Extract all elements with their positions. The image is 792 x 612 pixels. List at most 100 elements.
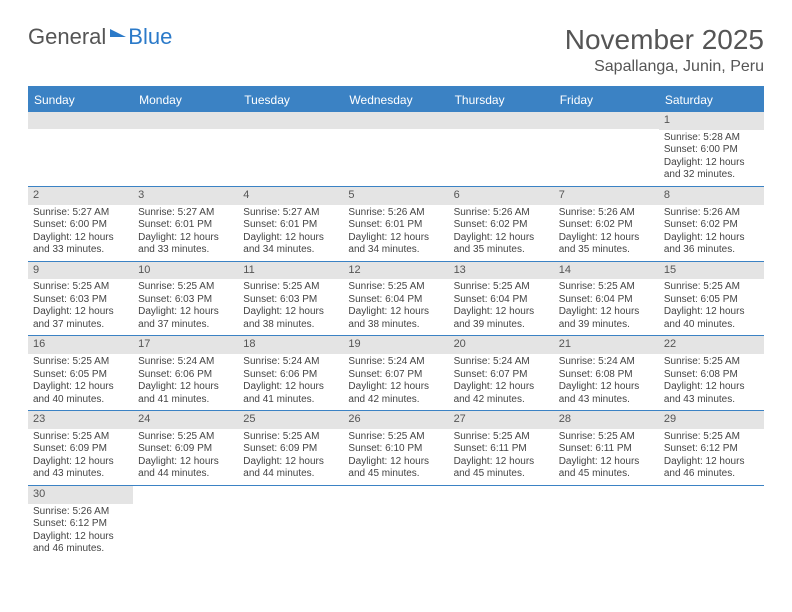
day-number: 1 xyxy=(659,112,764,130)
daylight-line: Daylight: 12 hours and 36 minutes. xyxy=(664,232,759,257)
day-body: Sunrise: 5:26 AMSunset: 6:01 PMDaylight:… xyxy=(343,205,448,261)
sunrise-line: Sunrise: 5:27 AM xyxy=(33,207,128,220)
daylight-line: Daylight: 12 hours and 39 minutes. xyxy=(559,306,654,331)
sunrise-line: Sunrise: 5:25 AM xyxy=(348,431,443,444)
calendar-cell xyxy=(238,486,343,560)
sunset-line: Sunset: 6:01 PM xyxy=(138,219,233,232)
sunrise-line: Sunrise: 5:26 AM xyxy=(348,207,443,220)
daynum-empty xyxy=(343,112,448,129)
day-number: 24 xyxy=(133,411,238,429)
day-body: Sunrise: 5:26 AMSunset: 6:02 PMDaylight:… xyxy=(554,205,659,261)
calendar-cell xyxy=(28,112,133,186)
daynum-empty xyxy=(28,112,133,129)
week-row: 16Sunrise: 5:25 AMSunset: 6:05 PMDayligh… xyxy=(28,336,764,411)
day-body: Sunrise: 5:25 AMSunset: 6:09 PMDaylight:… xyxy=(238,429,343,485)
calendar-cell: 14Sunrise: 5:25 AMSunset: 6:04 PMDayligh… xyxy=(554,262,659,336)
sunrise-line: Sunrise: 5:25 AM xyxy=(664,356,759,369)
day-number: 5 xyxy=(343,187,448,205)
sunrise-line: Sunrise: 5:25 AM xyxy=(138,431,233,444)
calendar-cell: 18Sunrise: 5:24 AMSunset: 6:06 PMDayligh… xyxy=(238,336,343,410)
daylight-line: Daylight: 12 hours and 42 minutes. xyxy=(348,381,443,406)
sunset-line: Sunset: 6:02 PM xyxy=(559,219,654,232)
day-body: Sunrise: 5:24 AMSunset: 6:07 PMDaylight:… xyxy=(449,354,554,410)
daylight-line: Daylight: 12 hours and 45 minutes. xyxy=(348,456,443,481)
daylight-line: Daylight: 12 hours and 34 minutes. xyxy=(243,232,338,257)
calendar-cell xyxy=(343,112,448,186)
day-body: Sunrise: 5:27 AMSunset: 6:01 PMDaylight:… xyxy=(238,205,343,261)
sunset-line: Sunset: 6:07 PM xyxy=(454,369,549,382)
sunrise-line: Sunrise: 5:27 AM xyxy=(243,207,338,220)
day-body: Sunrise: 5:25 AMSunset: 6:11 PMDaylight:… xyxy=(554,429,659,485)
sunset-line: Sunset: 6:07 PM xyxy=(348,369,443,382)
weekday-tuesday: Tuesday xyxy=(238,88,343,112)
daylight-line: Daylight: 12 hours and 44 minutes. xyxy=(243,456,338,481)
daylight-line: Daylight: 12 hours and 46 minutes. xyxy=(664,456,759,481)
calendar-cell: 1Sunrise: 5:28 AMSunset: 6:00 PMDaylight… xyxy=(659,112,764,186)
calendar-cell: 15Sunrise: 5:25 AMSunset: 6:05 PMDayligh… xyxy=(659,262,764,336)
day-body: Sunrise: 5:24 AMSunset: 6:06 PMDaylight:… xyxy=(238,354,343,410)
weekday-thursday: Thursday xyxy=(449,88,554,112)
day-body: Sunrise: 5:25 AMSunset: 6:11 PMDaylight:… xyxy=(449,429,554,485)
sunrise-line: Sunrise: 5:25 AM xyxy=(664,431,759,444)
sunset-line: Sunset: 6:01 PM xyxy=(243,219,338,232)
calendar-cell: 2Sunrise: 5:27 AMSunset: 6:00 PMDaylight… xyxy=(28,187,133,261)
calendar-cell: 27Sunrise: 5:25 AMSunset: 6:11 PMDayligh… xyxy=(449,411,554,485)
sunrise-line: Sunrise: 5:25 AM xyxy=(559,281,654,294)
sunset-line: Sunset: 6:11 PM xyxy=(454,443,549,456)
daylight-line: Daylight: 12 hours and 43 minutes. xyxy=(33,456,128,481)
calendar-cell: 5Sunrise: 5:26 AMSunset: 6:01 PMDaylight… xyxy=(343,187,448,261)
week-row: 30Sunrise: 5:26 AMSunset: 6:12 PMDayligh… xyxy=(28,486,764,560)
sunset-line: Sunset: 6:09 PM xyxy=(243,443,338,456)
day-body: Sunrise: 5:28 AMSunset: 6:00 PMDaylight:… xyxy=(659,130,764,186)
calendar-cell: 6Sunrise: 5:26 AMSunset: 6:02 PMDaylight… xyxy=(449,187,554,261)
daylight-line: Daylight: 12 hours and 37 minutes. xyxy=(33,306,128,331)
daylight-line: Daylight: 12 hours and 42 minutes. xyxy=(454,381,549,406)
calendar-cell xyxy=(449,112,554,186)
day-body: Sunrise: 5:25 AMSunset: 6:09 PMDaylight:… xyxy=(28,429,133,485)
calendar-cell: 20Sunrise: 5:24 AMSunset: 6:07 PMDayligh… xyxy=(449,336,554,410)
calendar-cell: 13Sunrise: 5:25 AMSunset: 6:04 PMDayligh… xyxy=(449,262,554,336)
sunset-line: Sunset: 6:09 PM xyxy=(138,443,233,456)
daylight-line: Daylight: 12 hours and 37 minutes. xyxy=(138,306,233,331)
day-body: Sunrise: 5:25 AMSunset: 6:10 PMDaylight:… xyxy=(343,429,448,485)
calendar-cell: 9Sunrise: 5:25 AMSunset: 6:03 PMDaylight… xyxy=(28,262,133,336)
daylight-line: Daylight: 12 hours and 32 minutes. xyxy=(664,157,759,182)
calendar-cell xyxy=(133,486,238,560)
calendar-cell: 23Sunrise: 5:25 AMSunset: 6:09 PMDayligh… xyxy=(28,411,133,485)
location: Sapallanga, Junin, Peru xyxy=(565,58,764,76)
flag-icon xyxy=(110,29,126,37)
day-number: 26 xyxy=(343,411,448,429)
daylight-line: Daylight: 12 hours and 33 minutes. xyxy=(138,232,233,257)
calendar-cell: 30Sunrise: 5:26 AMSunset: 6:12 PMDayligh… xyxy=(28,486,133,560)
logo-text-blue: Blue xyxy=(128,24,172,50)
sunrise-line: Sunrise: 5:26 AM xyxy=(559,207,654,220)
calendar-cell: 8Sunrise: 5:26 AMSunset: 6:02 PMDaylight… xyxy=(659,187,764,261)
day-body: Sunrise: 5:25 AMSunset: 6:08 PMDaylight:… xyxy=(659,354,764,410)
day-number: 23 xyxy=(28,411,133,429)
sunrise-line: Sunrise: 5:25 AM xyxy=(454,281,549,294)
day-number: 17 xyxy=(133,336,238,354)
sunrise-line: Sunrise: 5:25 AM xyxy=(33,356,128,369)
sunset-line: Sunset: 6:11 PM xyxy=(559,443,654,456)
day-body: Sunrise: 5:25 AMSunset: 6:03 PMDaylight:… xyxy=(133,279,238,335)
day-number: 25 xyxy=(238,411,343,429)
week-row: 2Sunrise: 5:27 AMSunset: 6:00 PMDaylight… xyxy=(28,187,764,262)
daylight-line: Daylight: 12 hours and 38 minutes. xyxy=(243,306,338,331)
day-body: Sunrise: 5:25 AMSunset: 6:05 PMDaylight:… xyxy=(659,279,764,335)
calendar-cell: 7Sunrise: 5:26 AMSunset: 6:02 PMDaylight… xyxy=(554,187,659,261)
sunrise-line: Sunrise: 5:25 AM xyxy=(138,281,233,294)
day-number: 15 xyxy=(659,262,764,280)
daylight-line: Daylight: 12 hours and 34 minutes. xyxy=(348,232,443,257)
calendar-cell xyxy=(554,486,659,560)
sunrise-line: Sunrise: 5:25 AM xyxy=(559,431,654,444)
day-number: 2 xyxy=(28,187,133,205)
day-number: 3 xyxy=(133,187,238,205)
day-number: 9 xyxy=(28,262,133,280)
day-body: Sunrise: 5:25 AMSunset: 6:04 PMDaylight:… xyxy=(554,279,659,335)
day-body: Sunrise: 5:25 AMSunset: 6:03 PMDaylight:… xyxy=(28,279,133,335)
calendar-cell: 25Sunrise: 5:25 AMSunset: 6:09 PMDayligh… xyxy=(238,411,343,485)
sunrise-line: Sunrise: 5:25 AM xyxy=(664,281,759,294)
calendar-cell: 3Sunrise: 5:27 AMSunset: 6:01 PMDaylight… xyxy=(133,187,238,261)
week-row: 1Sunrise: 5:28 AMSunset: 6:00 PMDaylight… xyxy=(28,112,764,187)
sunrise-line: Sunrise: 5:24 AM xyxy=(454,356,549,369)
